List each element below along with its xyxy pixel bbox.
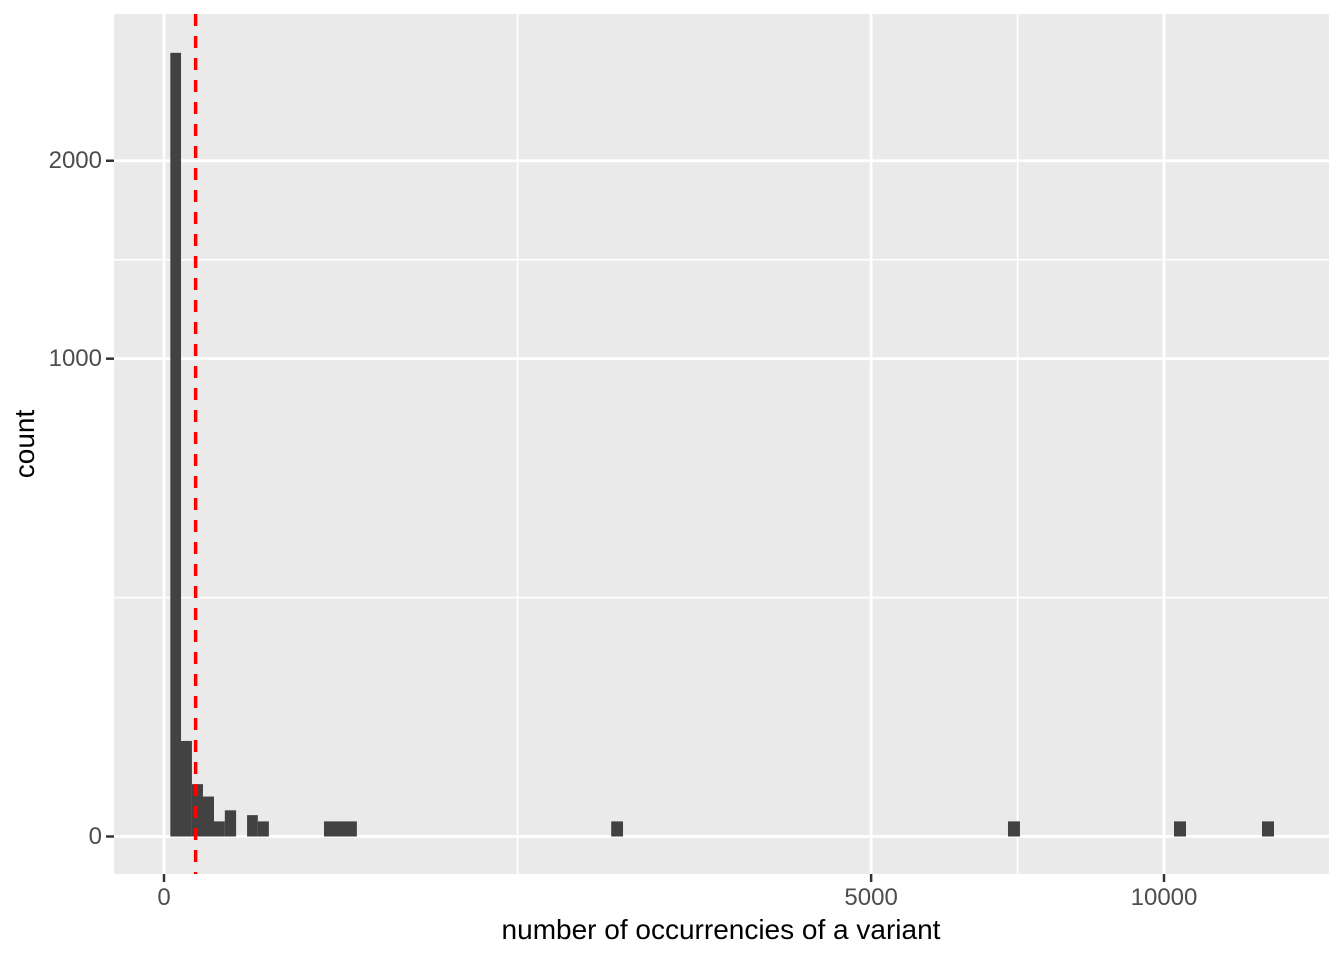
y-axis-title: count <box>9 409 40 479</box>
y-tick-label: 2000 <box>48 146 102 174</box>
histogram-bar <box>257 821 269 837</box>
y-tick-label: 0 <box>88 822 102 850</box>
histogram-bar <box>1007 821 1020 837</box>
histogram-bar <box>202 796 214 837</box>
histogram-bar <box>191 784 203 837</box>
histogram-bar <box>1174 821 1187 837</box>
histogram-bar <box>214 821 225 837</box>
x-tick-label: 0 <box>157 884 171 911</box>
x-tick-label: 5000 <box>844 884 898 911</box>
x-axis-title: number of occurrencies of a variant <box>501 914 941 945</box>
histogram-bar <box>181 740 192 837</box>
histogram-bar <box>170 52 182 837</box>
histogram-bar <box>324 821 357 837</box>
plot-panel-background <box>114 14 1329 874</box>
y-tick-label: 1000 <box>48 344 102 372</box>
histogram-bar <box>611 821 624 837</box>
histogram-bar <box>1261 821 1274 837</box>
histogram-bar <box>224 810 237 837</box>
x-tick-label: 10000 <box>1130 884 1198 911</box>
histogram-bar <box>247 815 258 837</box>
